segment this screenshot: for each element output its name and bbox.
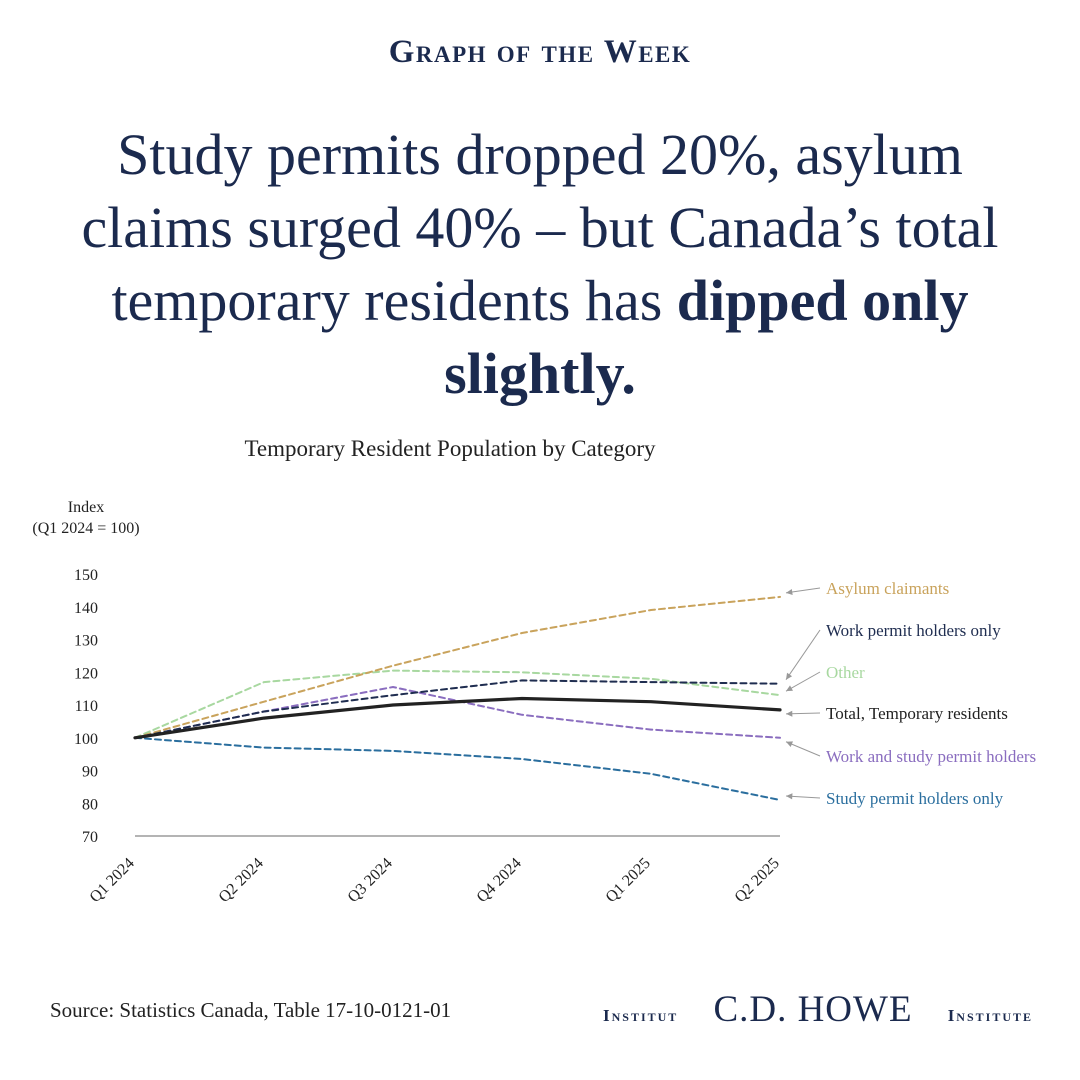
legend-arrowhead [786, 793, 793, 800]
legend-label-work-permit-holders-only: Work permit holders only [826, 621, 1001, 640]
series-line-work-permit-holders-only [134, 679, 781, 739]
x-tick-label: Q2 2024 [216, 855, 267, 906]
headline: Study permits dropped 20%, asylum claims… [40, 118, 1040, 410]
logo-cd-howe: C.D. HOWE [713, 989, 913, 1030]
legend-label-other: Other [826, 663, 865, 682]
y-tick-label: 70 [82, 829, 98, 846]
series-line-asylum-claimants [134, 595, 781, 739]
logo-institut: Institut [603, 1006, 679, 1025]
y-tick-label: 140 [74, 600, 98, 617]
headline-bold: dipped only slightly. [444, 268, 969, 406]
x-tick-label: Q2 2025 [732, 855, 783, 906]
source-note: Source: Statistics Canada, Table 17-10-0… [50, 998, 452, 1022]
y-tick-label: 130 [74, 633, 98, 650]
legend-arrowhead [786, 589, 793, 596]
legend-arrowhead [786, 741, 793, 747]
legend-arrowhead [786, 672, 793, 680]
y-tick-label: 110 [75, 698, 98, 715]
series-line-study-permit-holders-only [134, 736, 781, 801]
y-tick-label: 80 [82, 796, 98, 813]
logo-institute: Institute [947, 1006, 1033, 1025]
y-axis-label: Index (Q1 2024 = 100) [32, 499, 139, 537]
legend-arrowhead [786, 710, 793, 717]
y-tick-label: 120 [74, 665, 98, 682]
headline-regular: Study permits dropped 20%, asylum claims… [81, 122, 999, 333]
legend-pointer [785, 629, 821, 680]
x-tick-label: Q1 2024 [87, 855, 138, 906]
y-tick-label: 90 [82, 764, 98, 781]
x-tick-label: Q3 2024 [345, 855, 396, 906]
kicker-title: Graph of the Week [388, 34, 692, 70]
y-tick-label: 100 [74, 731, 98, 748]
y-tick-label: 150 [74, 567, 98, 584]
legend-label-asylum-claimants: Asylum claimants [826, 579, 949, 598]
x-tick-label: Q4 2024 [474, 855, 525, 906]
x-tick-label: Q1 2025 [603, 855, 654, 906]
legend-pointer [785, 671, 821, 692]
legend-arrowhead [786, 685, 793, 692]
series-line-total-temporary-residents [133, 696, 782, 740]
legend-label-work-and-study-permit-holders: Work and study permit holders [826, 747, 1036, 766]
chart-title: Temporary Resident Population by Categor… [244, 436, 656, 461]
legend-label-total-temporary-residents: Total, Temporary residents [826, 704, 1008, 723]
series-line-work-and-study-permit-holders [134, 686, 781, 739]
legend-label-study-permit-holders-only: Study permit holders only [826, 789, 1004, 808]
logo: Institut C.D. HOWE Institute [603, 988, 1033, 1031]
